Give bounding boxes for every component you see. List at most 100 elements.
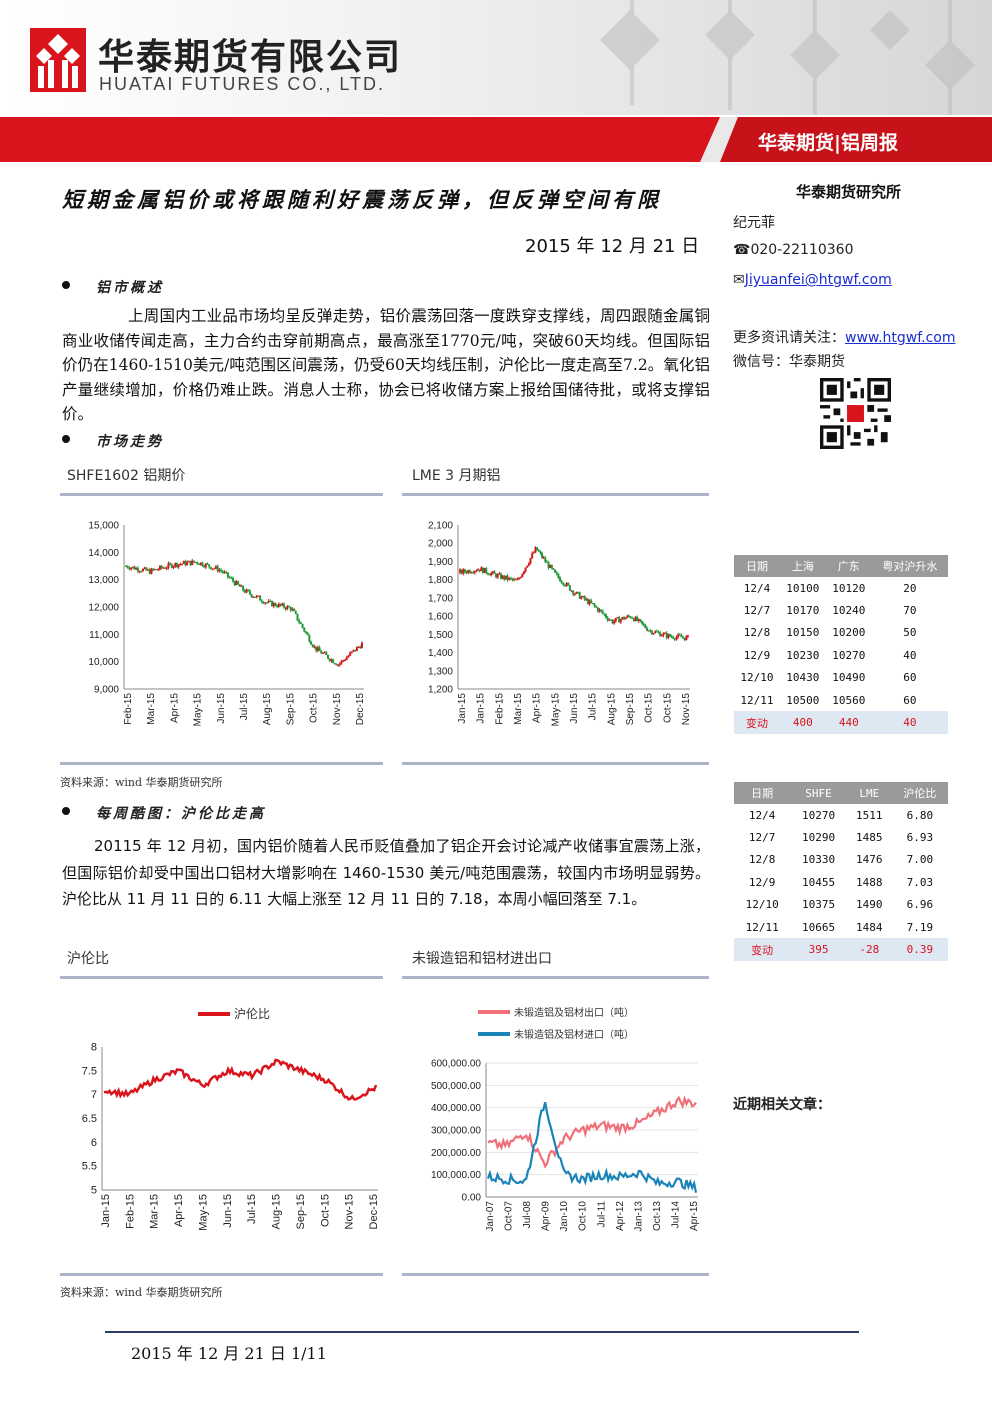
- table-row: 12/10 10375 1490 6.96: [734, 894, 948, 916]
- candle-body: [152, 568, 155, 570]
- candle-body: [486, 573, 489, 575]
- x-tick-label: Apr-15: [689, 1201, 700, 1231]
- table-cell: 0.39: [891, 938, 948, 961]
- section-heading-weekly: 每周酷图：沪伦比走高: [96, 806, 266, 822]
- candle-body: [526, 565, 529, 568]
- candle-body: [225, 571, 228, 573]
- table-cell: 395: [790, 938, 847, 961]
- chart-title-lme: LME 3 月期铝: [412, 468, 501, 484]
- candle-body: [125, 566, 127, 567]
- candle-body: [136, 568, 139, 572]
- candle-body: [160, 565, 163, 569]
- candle-body: [655, 631, 658, 633]
- x-tick-label: Mar-15: [513, 693, 524, 725]
- table-cell: 7.00: [906, 853, 934, 867]
- x-tick-label: Apr-15: [532, 693, 543, 723]
- candle-body: [271, 600, 274, 607]
- candle-body: [192, 560, 195, 563]
- chart-title-ratio: 沪伦比: [67, 951, 109, 967]
- candle-body: [182, 561, 185, 564]
- candle-body: [141, 568, 144, 572]
- y-tick-label: 1,700: [428, 593, 453, 604]
- table-cell: 440: [825, 711, 872, 734]
- x-tick-label: Nov-15: [344, 1194, 356, 1229]
- candle-body: [318, 647, 321, 651]
- candle-body: [306, 632, 309, 636]
- candle-body: [504, 575, 507, 580]
- y-tick-label: 9,000: [94, 685, 119, 696]
- table-cell: 6.96: [906, 898, 934, 912]
- table-cell: 6.80: [906, 808, 934, 822]
- weekly-paragraph: 20115 年 12 月初，国内铝价随着人民币贬值叠加了铝企开会讨论减产收储事宜…: [62, 837, 710, 908]
- more-info-label: 更多资讯请关注：: [733, 330, 845, 346]
- y-tick-label: 1,200: [428, 685, 453, 696]
- candle-body: [577, 591, 580, 593]
- candle-body: [284, 607, 287, 610]
- candle-body: [582, 596, 585, 598]
- candle-body: [194, 562, 197, 564]
- candle-body: [626, 615, 629, 618]
- candle-body: [265, 602, 268, 604]
- y-tick-label: 0.00: [462, 1193, 482, 1204]
- candle-body: [352, 649, 355, 652]
- report-date: 2015 年 12 月 21 日: [525, 236, 700, 257]
- candle-body: [637, 619, 640, 621]
- table-header-cell: 沪伦比: [891, 782, 948, 804]
- chart-rule: [402, 762, 709, 765]
- candle-body: [269, 600, 272, 602]
- section-heading-overview: 铝市概述: [96, 280, 164, 296]
- table-row: 12/7 10170 10240 70: [734, 599, 948, 621]
- website-link[interactable]: www.htgwf.com: [845, 330, 956, 346]
- legend-label: 未锻造铝及铝材进口（吨）: [514, 1028, 634, 1041]
- x-tick-label: Jul-15: [588, 693, 599, 721]
- candle-body: [169, 563, 172, 565]
- candle-body: [585, 599, 588, 601]
- candle-body: [559, 577, 562, 582]
- candle-body: [557, 573, 560, 578]
- x-tick-label: Jun-15: [216, 693, 227, 724]
- candle-body: [609, 619, 612, 621]
- report-title: 短期金属铝价或将跟随利好震荡反弹，但反弹空间有限: [62, 187, 662, 212]
- candle-body: [611, 619, 614, 624]
- candle-body: [313, 646, 316, 648]
- company-name-en: HUATAI FUTURES CO., LTD.: [99, 74, 386, 94]
- legend-label: 沪伦比: [234, 1006, 270, 1021]
- candle-body: [632, 618, 635, 622]
- candle-body: [588, 600, 591, 605]
- table-cell: 10100: [786, 581, 820, 595]
- x-tick-label: Jan-15: [457, 693, 468, 724]
- candle-body: [153, 569, 156, 571]
- table-header-cell: 日期: [734, 555, 780, 577]
- x-tick-label: Feb-15: [494, 693, 505, 725]
- x-tick-label: Aug-15: [271, 1194, 283, 1229]
- x-tick-label: May-15: [550, 693, 561, 727]
- x-tick-label: Jul-15: [239, 693, 250, 721]
- candle-body: [345, 657, 348, 661]
- analyst-email-link[interactable]: Jiyuanfei@htgwf.com: [744, 272, 892, 288]
- table-header-row: 日期 SHFE LME 沪伦比: [734, 782, 948, 804]
- candle-body: [531, 553, 534, 559]
- x-tick-label: Oct-07: [504, 1201, 515, 1231]
- x-tick-label: Oct-15: [309, 693, 320, 723]
- table-header-cell: 广东: [825, 555, 872, 577]
- candle-body: [583, 596, 586, 600]
- candle-body: [518, 578, 521, 580]
- candle-body: [170, 564, 173, 568]
- table-cell: 1490: [856, 898, 883, 912]
- x-tick-label: May-15: [197, 1194, 209, 1231]
- candle-body: [500, 573, 503, 579]
- chart-rule: [402, 1273, 709, 1276]
- candle-body: [675, 637, 678, 640]
- candle-body: [296, 613, 299, 621]
- candle-body: [138, 571, 141, 573]
- candle-body: [344, 660, 347, 662]
- lme-candlestick-chart: 2,100 2,000 1,900 1,800 1,700 1,600 1,500 1,400…: [428, 521, 692, 727]
- candle-body: [511, 578, 514, 580]
- candle-body: [659, 632, 662, 637]
- candle-body: [554, 569, 557, 573]
- analyst-name: 纪元菲: [733, 215, 775, 231]
- table-cell: -28: [846, 938, 892, 961]
- table-cell: 10170: [786, 604, 820, 618]
- chart-rule: [402, 493, 709, 496]
- candle-body: [670, 636, 673, 638]
